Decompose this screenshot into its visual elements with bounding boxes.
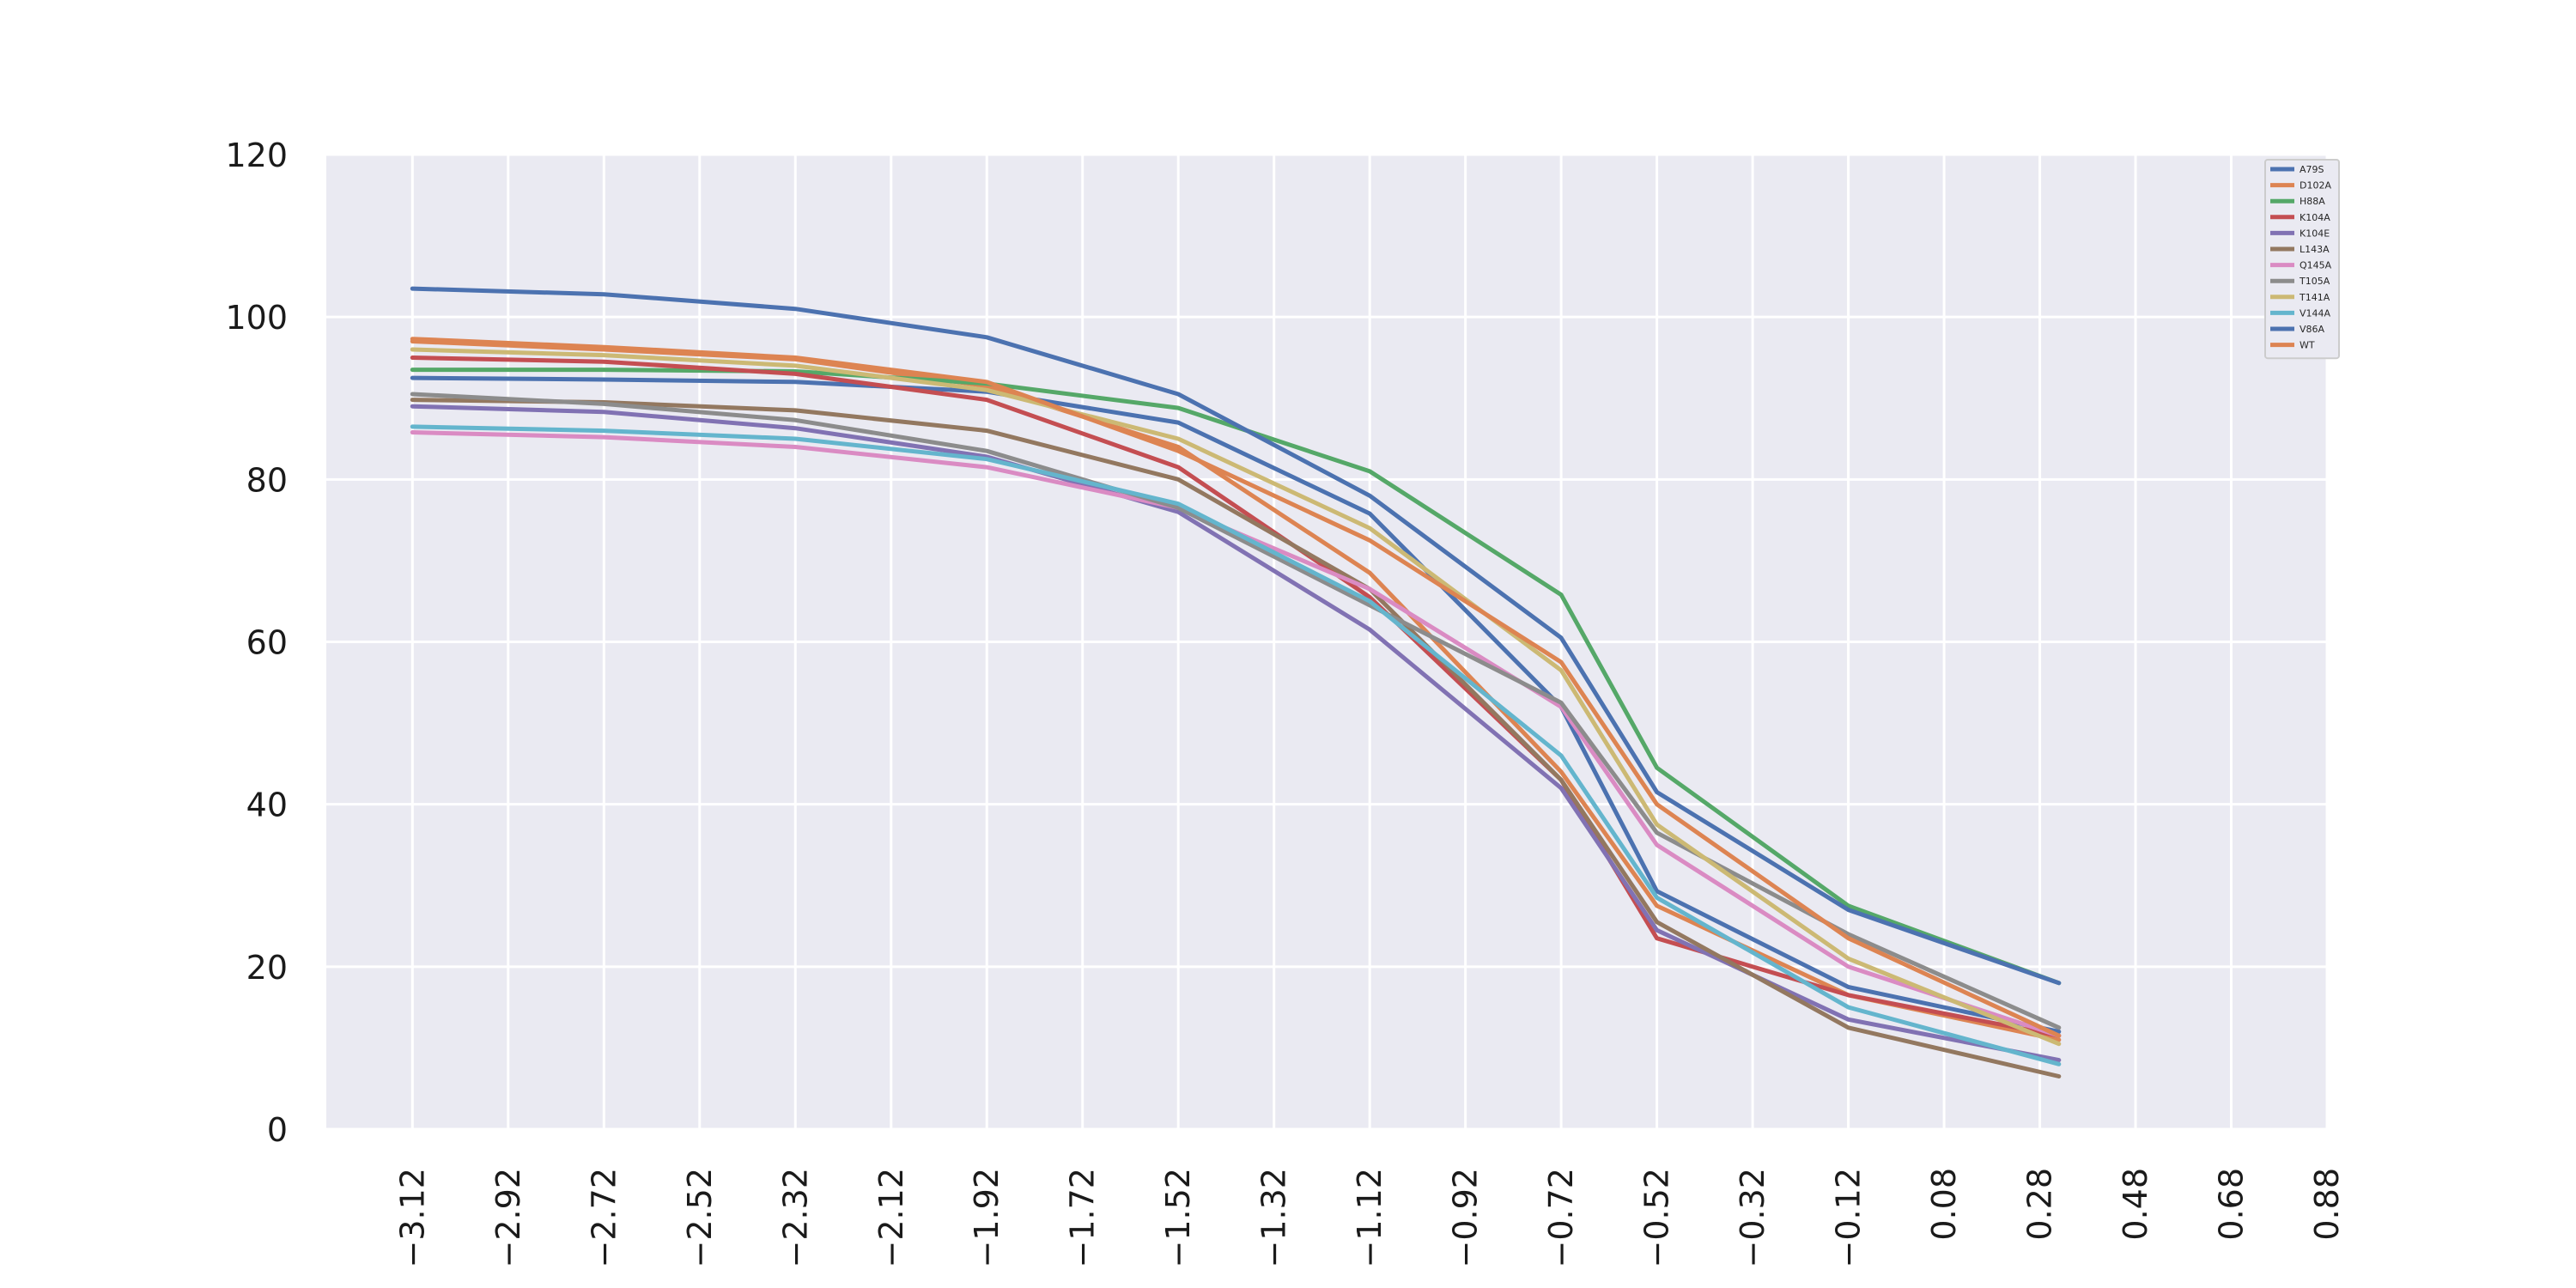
legend-label: WT: [2300, 340, 2315, 351]
legend-label: D102A: [2300, 180, 2331, 191]
legend-label: T105A: [2299, 276, 2330, 287]
y-tick-label: 80: [246, 461, 288, 499]
legend-label: T141A: [2299, 292, 2330, 303]
x-tick-label: −1.52: [1159, 1168, 1197, 1267]
legend-label: H88A: [2300, 196, 2325, 207]
legend-box: [2264, 159, 2340, 360]
y-tick-label: 0: [267, 1111, 288, 1149]
x-tick-label: −1.72: [1064, 1168, 1102, 1267]
grid: [326, 153, 2329, 1131]
x-tick-label: 0.68: [2213, 1168, 2251, 1241]
series-lines: [410, 286, 2062, 1078]
series-line-t141a: [410, 347, 2062, 1047]
legend-label: Q145A: [2300, 260, 2332, 271]
x-tick-label: −0.72: [1542, 1168, 1580, 1267]
x-tick-label: −2.52: [681, 1168, 719, 1267]
x-tick-label: −0.52: [1638, 1168, 1676, 1267]
y-tick-label: 40: [246, 787, 288, 824]
x-tick-label: −0.92: [1447, 1168, 1485, 1267]
x-tick-label: 0.48: [2117, 1168, 2154, 1241]
series-line-q145a: [410, 430, 2062, 1038]
x-tick-label: −1.92: [968, 1168, 1005, 1267]
series-line-v86a: [410, 286, 2062, 986]
y-tick-label: 100: [225, 299, 288, 337]
legend-label: L143A: [2300, 244, 2330, 255]
series-line-l143a: [410, 398, 2062, 1078]
x-tick-label: −3.12: [393, 1168, 431, 1267]
x-tick-label: −0.32: [1734, 1168, 1771, 1267]
y-tick-label: 60: [246, 624, 288, 662]
x-tick-label: 0.88: [2308, 1168, 2346, 1241]
x-tick-label: −1.32: [1255, 1168, 1293, 1267]
series-line-h88a: [410, 368, 2062, 986]
legend-label: K104A: [2300, 212, 2330, 223]
legend-label: A79S: [2300, 164, 2324, 175]
series-line-t105a: [410, 392, 2062, 1030]
legend-label: V144A: [2300, 307, 2331, 319]
x-tick-label: −1.12: [1351, 1168, 1388, 1267]
x-tick-label: −2.12: [872, 1168, 910, 1267]
x-tick-label: 0.28: [2021, 1168, 2059, 1241]
y-tick-label: 120: [225, 137, 288, 174]
y-axis-ticks: 0 20 40 60 80 100 120: [225, 137, 288, 1149]
series-line-a79s: [410, 375, 2062, 1034]
x-axis-ticks: −3.12 −2.92 −2.72 −2.52 −2.32 −2.12 −1.92 −1.72…: [393, 1168, 2346, 1267]
y-tick-label: 20: [246, 949, 288, 987]
x-tick-label: −0.12: [1830, 1168, 1868, 1267]
legend-label: K104E: [2300, 228, 2330, 239]
legend: A79S D102A H88A K104A K104E L143A Q145A T105A T1…: [2264, 159, 2340, 360]
legend-label: V86A: [2300, 324, 2325, 335]
x-tick-label: −2.92: [489, 1168, 527, 1267]
series-line-wt: [410, 337, 2062, 1038]
series-line-v144a: [410, 424, 2062, 1066]
x-tick-label: −2.72: [585, 1168, 623, 1267]
x-tick-label: −2.32: [776, 1168, 814, 1267]
x-tick-label: 0.08: [1925, 1168, 1963, 1241]
